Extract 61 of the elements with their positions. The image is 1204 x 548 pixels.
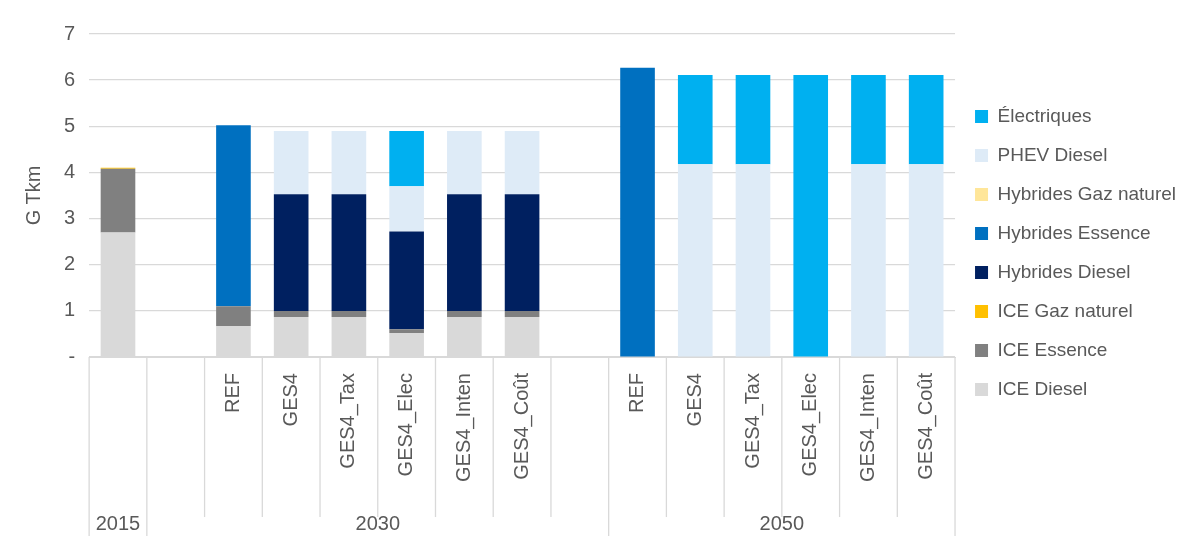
x-tick-label: GES4_Inten xyxy=(855,373,879,482)
x-tick-label: GES4_Elec xyxy=(798,373,822,477)
bar xyxy=(908,164,944,357)
bar xyxy=(735,164,771,357)
x-tick-label: REF xyxy=(625,373,648,414)
bar xyxy=(851,75,886,165)
bar xyxy=(331,130,367,195)
y-axis-title: G Tkm xyxy=(21,165,44,226)
y-tick-label: 7 xyxy=(64,21,76,44)
bar xyxy=(216,125,251,307)
bar xyxy=(620,67,655,357)
bar xyxy=(504,194,540,311)
bar xyxy=(100,168,136,233)
bar xyxy=(851,164,886,357)
text: 2015 xyxy=(95,512,141,534)
y-tick-label: 3 xyxy=(64,206,76,229)
bar xyxy=(908,75,944,165)
y-tick-label: 6 xyxy=(64,67,76,90)
y-tick-label: 1 xyxy=(64,298,76,321)
bar xyxy=(273,310,309,317)
bar xyxy=(447,194,482,311)
legend-label: Hybrides Gaz naturel xyxy=(997,182,1176,204)
text: 2030 xyxy=(355,512,401,534)
legend-label: ICE Essence xyxy=(997,338,1108,360)
bar xyxy=(504,310,540,317)
x-tick-label: GES4_Tax xyxy=(336,373,360,469)
bar xyxy=(735,75,771,165)
bar xyxy=(677,164,713,357)
bar xyxy=(389,231,424,330)
x-tick-label: GES4_Inten xyxy=(451,373,475,482)
bar xyxy=(216,306,251,327)
legend-label: ICE Diesel xyxy=(997,377,1088,399)
bar xyxy=(273,194,309,311)
bar xyxy=(447,310,482,317)
legend-label: ICE Gaz naturel xyxy=(997,299,1133,321)
x-tick-label: GES4_Tax xyxy=(740,373,764,469)
bar xyxy=(389,130,424,187)
x-tick-label: GES4 xyxy=(278,373,301,427)
bar xyxy=(273,130,309,195)
x-tick-label: GES4_Elec xyxy=(394,373,418,477)
bar xyxy=(331,194,367,311)
y-tick-label: 5 xyxy=(64,113,76,136)
x-tick-label: GES4 xyxy=(682,373,705,427)
x-tick-label: GES4_Coût xyxy=(913,372,937,480)
bar xyxy=(389,329,424,334)
x-tick-label: REF xyxy=(220,373,243,414)
legend-label: Hybrides Diesel xyxy=(997,260,1131,282)
text: 2050 xyxy=(759,512,805,534)
y-tick-label: - xyxy=(68,344,76,367)
bar xyxy=(447,130,482,195)
y-tick-label: 2 xyxy=(64,252,76,275)
bar xyxy=(793,75,829,357)
bar xyxy=(331,310,367,317)
legend-label: Électriques xyxy=(997,104,1092,126)
bar xyxy=(389,186,424,232)
x-tick-label: GES4_Coût xyxy=(509,372,533,480)
bar xyxy=(677,75,713,165)
bar xyxy=(504,130,540,195)
legend-label: PHEV Diesel xyxy=(997,143,1108,165)
y-tick-label: 4 xyxy=(64,159,76,182)
legend-label: Hybrides Essence xyxy=(997,221,1151,243)
